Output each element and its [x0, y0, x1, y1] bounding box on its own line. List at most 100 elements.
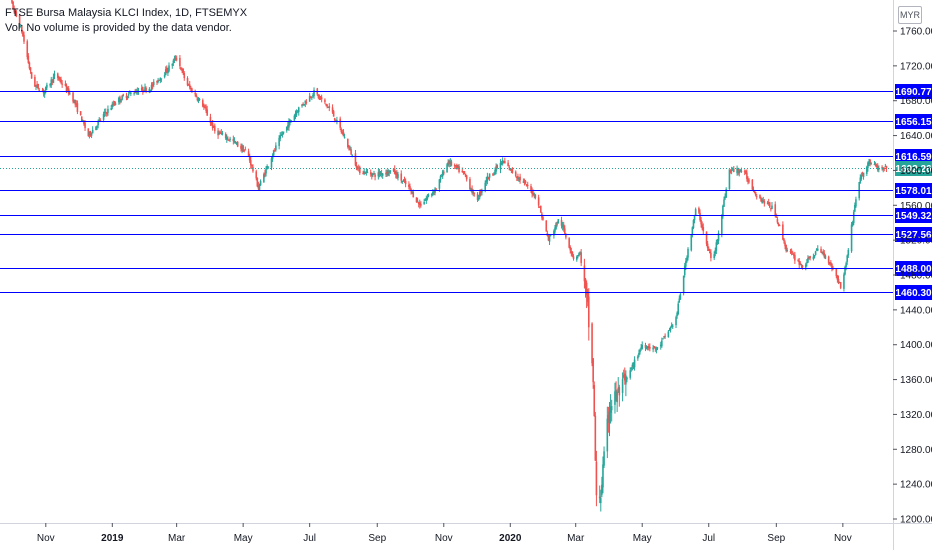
candle [592, 358, 594, 389]
candle [594, 411, 597, 462]
candle [87, 128, 90, 137]
candle [510, 168, 513, 174]
candle [731, 167, 734, 171]
candle [637, 354, 639, 361]
x-tick-label: 2019 [101, 533, 124, 544]
candle [188, 80, 191, 90]
candle [194, 89, 196, 97]
candle [694, 207, 697, 216]
candle [107, 105, 109, 116]
candle [403, 176, 406, 183]
candle [587, 288, 590, 341]
candle [293, 114, 296, 121]
candle [76, 100, 79, 115]
candle [876, 163, 879, 172]
candle [127, 91, 130, 99]
candle [640, 344, 642, 351]
candle [754, 191, 757, 197]
candle [328, 103, 331, 112]
candle [420, 201, 422, 208]
candle [366, 168, 369, 174]
candle [118, 96, 120, 105]
candle [577, 254, 579, 259]
candle [783, 237, 785, 244]
candle [349, 145, 351, 151]
candle [197, 97, 200, 104]
x-axis[interactable]: Nov 2019 Mar May Jul Sep Nov 2020 Mar May Jul Sep No… [0, 523, 932, 544]
candle [736, 165, 738, 176]
level-label: 1656.15 [895, 114, 932, 129]
candle [385, 169, 387, 177]
candle [638, 349, 640, 358]
candle [285, 126, 288, 133]
candle [683, 262, 686, 278]
candle [164, 66, 167, 76]
candle [715, 239, 718, 255]
candle [639, 348, 641, 355]
candle [180, 66, 182, 71]
candle [145, 86, 147, 94]
candle [318, 94, 321, 101]
candle [46, 82, 48, 91]
candle [670, 322, 673, 328]
candle [745, 169, 747, 175]
candle [357, 164, 360, 172]
candle [677, 301, 680, 316]
candle [844, 265, 846, 276]
candle [426, 193, 429, 201]
candle [822, 249, 825, 256]
candle [526, 181, 529, 189]
candle [534, 194, 537, 200]
candle [884, 163, 887, 168]
candle [564, 225, 566, 235]
candle [454, 165, 457, 170]
y-tick-label: 1720.00 [900, 61, 932, 72]
candle [686, 255, 688, 263]
candle [36, 80, 38, 89]
candle [90, 132, 93, 139]
candle [751, 179, 754, 191]
candle [538, 206, 541, 208]
candle [362, 170, 364, 175]
candle [702, 223, 705, 235]
candle [144, 83, 146, 92]
candle [183, 71, 186, 81]
level-label: 1690.77 [895, 84, 932, 99]
candle [418, 199, 421, 209]
candle [13, 5, 15, 14]
candle [26, 39, 29, 60]
candle [533, 192, 536, 199]
candle [852, 209, 855, 226]
candle [213, 123, 216, 134]
candle [110, 105, 113, 111]
candle [296, 109, 299, 113]
candle [119, 95, 121, 105]
y-axis[interactable]: 1200.00 1240.00 1280.00 1320.00 1360.00 1400.… [893, 0, 932, 550]
candle [486, 172, 489, 185]
candle [256, 177, 259, 188]
candle [747, 176, 749, 185]
candle [282, 131, 285, 135]
candle [493, 172, 495, 176]
candle [618, 384, 621, 407]
candle [691, 226, 694, 238]
y-tick-label: 1560.00 [900, 201, 932, 212]
candle [271, 153, 274, 162]
candle [653, 345, 656, 349]
candle [388, 170, 391, 177]
candle [723, 196, 725, 207]
candle [235, 142, 238, 146]
candle [710, 249, 712, 262]
candle [792, 252, 795, 259]
candle [340, 127, 343, 134]
candle [477, 194, 480, 201]
level-label: 1527.56 [895, 227, 932, 242]
candle [267, 166, 270, 170]
currency-button[interactable]: MYR [898, 6, 922, 24]
candle [51, 79, 54, 86]
candle [860, 172, 863, 181]
candle [862, 172, 865, 180]
candle [859, 174, 862, 184]
candle [97, 119, 99, 129]
